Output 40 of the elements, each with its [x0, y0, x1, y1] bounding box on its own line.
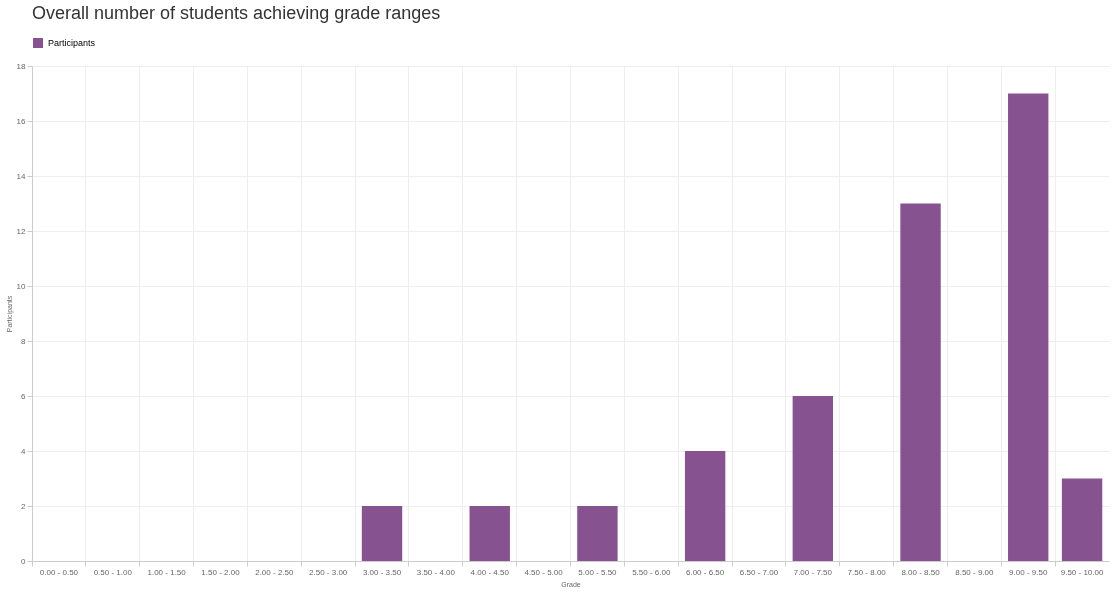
bar: [1061, 478, 1103, 561]
x-tick-label: 9.00 - 9.50: [1009, 567, 1048, 577]
bar: [577, 506, 618, 561]
x-tick-label: 2.50 - 3.00: [309, 567, 348, 577]
y-tick-label: 14: [16, 171, 27, 181]
x-tick-label: 0.50 - 1.00: [93, 567, 133, 577]
x-tick-label: 4.50 - 5.00: [524, 567, 564, 577]
x-tick-label: 5.00 - 5.50: [578, 567, 618, 577]
x-tick-label: 6.50 - 7.00: [739, 567, 779, 577]
x-tick-label: 3.00 - 3.50: [362, 567, 402, 577]
x-tick-label: 1.50 - 2.00: [201, 567, 241, 577]
x-tick-label: 2.00 - 2.50: [255, 567, 294, 577]
bar: [361, 506, 403, 561]
x-tick-label: 0.00 - 0.50: [39, 567, 79, 577]
x-tick-label: 5.50 - 6.00: [632, 567, 671, 577]
x-tick-label: 8.50 - 9.00: [955, 567, 995, 577]
y-tick-label: 0: [21, 556, 27, 566]
bar: [469, 506, 510, 561]
x-tick-label: 7.50 - 8.00: [847, 567, 887, 577]
x-tick-label: 9.50 - 10.00: [1060, 567, 1104, 577]
x-tick-label: 6.00 - 6.50: [686, 567, 725, 577]
x-tick-label: 3.50 - 4.00: [416, 567, 456, 577]
bar: [900, 203, 941, 561]
x-tick-label: 4.00 - 4.50: [470, 567, 510, 577]
x-tick-label: 1.00 - 1.50: [147, 567, 187, 577]
y-tick-label: 10: [16, 281, 27, 291]
x-tick-label: 8.00 - 8.50: [901, 567, 941, 577]
x-tick-label: 7.00 - 7.50: [793, 567, 833, 577]
legend-label: Participants: [48, 38, 96, 48]
y-tick-label: 2: [21, 501, 27, 511]
chart-title: Overall number of students achieving grade ranges: [32, 3, 441, 23]
y-tick-label: 4: [21, 446, 27, 456]
bar: [684, 451, 726, 561]
y-tick-label: 18: [16, 61, 27, 71]
bar: [792, 396, 834, 561]
y-tick-label: 16: [16, 116, 27, 126]
y-tick-label: 6: [21, 391, 27, 401]
bar: [1008, 93, 1049, 561]
y-tick-label: 8: [21, 336, 27, 346]
y-tick-label: 12: [16, 226, 27, 236]
